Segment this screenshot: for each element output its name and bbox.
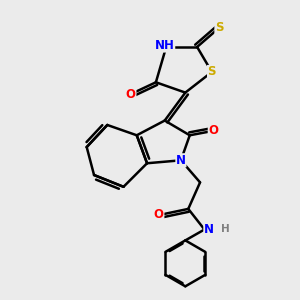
Text: O: O (154, 208, 164, 221)
Text: H: H (221, 224, 230, 235)
Text: N: N (204, 223, 214, 236)
Text: O: O (208, 124, 218, 137)
Text: S: S (208, 65, 216, 79)
Text: S: S (215, 21, 224, 34)
Text: NH: NH (155, 39, 175, 52)
Text: N: N (176, 154, 186, 167)
Text: O: O (126, 88, 136, 100)
